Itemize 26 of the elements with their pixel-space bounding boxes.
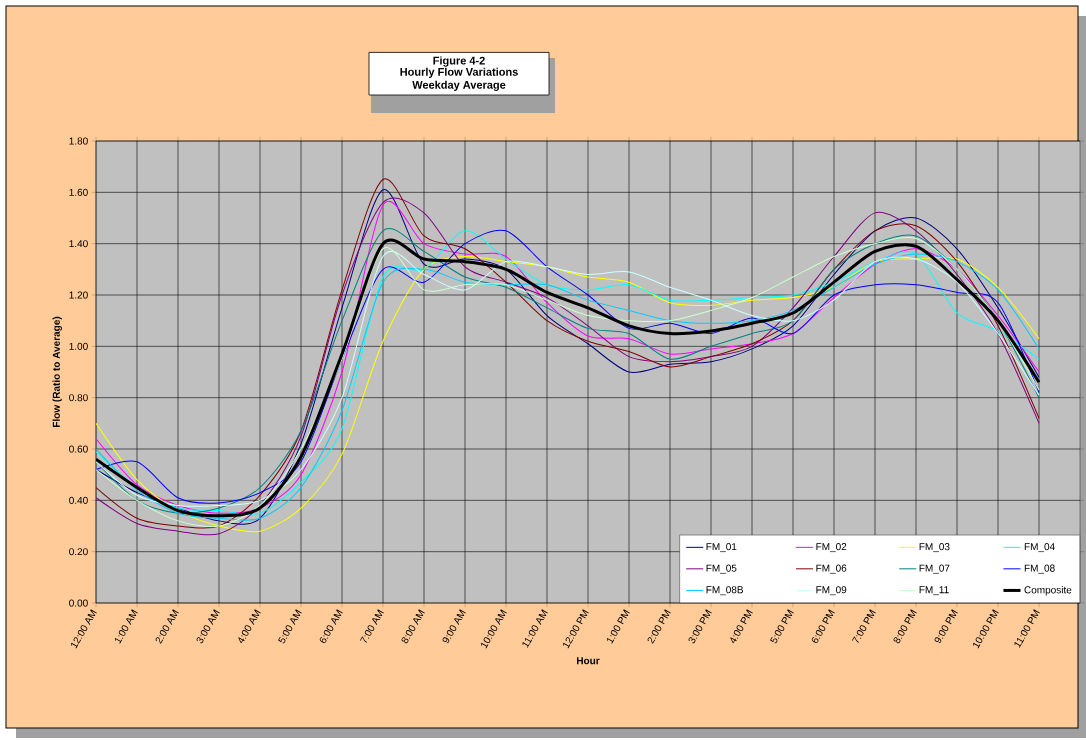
legend-label: FM_03 <box>919 543 950 553</box>
chart-title: Figure 4-2 <box>433 56 485 67</box>
legend-label: FM_09 <box>816 586 847 596</box>
y-tick-label: 0.20 <box>69 548 88 556</box>
legend-label: Composite <box>1024 586 1072 596</box>
legend-label: FM_07 <box>919 564 950 574</box>
y-tick-label: 1.20 <box>69 291 88 299</box>
legend-label: FM_11 <box>919 586 949 596</box>
chart-subtitle: Hourly Flow Variations Weekday Average <box>400 67 518 92</box>
y-axis-title: Flow (Ratio to Average) <box>52 316 62 427</box>
legend-label: FM_06 <box>816 564 847 574</box>
y-tick-label: 0.60 <box>69 445 88 453</box>
legend-label: FM_08 <box>1024 564 1055 574</box>
legend-label: FM_02 <box>816 543 847 553</box>
legend-label: FM_04 <box>1024 543 1055 553</box>
y-tick-label: 0.80 <box>69 394 88 402</box>
legend-label: FM_01 <box>706 543 737 553</box>
legend-label: FM_05 <box>706 564 737 574</box>
y-tick-label: 1.40 <box>69 240 88 248</box>
y-tick-label: 0.00 <box>69 599 88 607</box>
y-tick-label: 1.80 <box>69 137 88 145</box>
y-tick-label: 1.00 <box>69 342 88 350</box>
x-axis-title: Hour <box>577 657 600 665</box>
y-tick-label: 1.60 <box>69 188 88 196</box>
y-tick-label: 0.40 <box>69 496 88 504</box>
legend-label: FM_08B <box>706 586 744 596</box>
